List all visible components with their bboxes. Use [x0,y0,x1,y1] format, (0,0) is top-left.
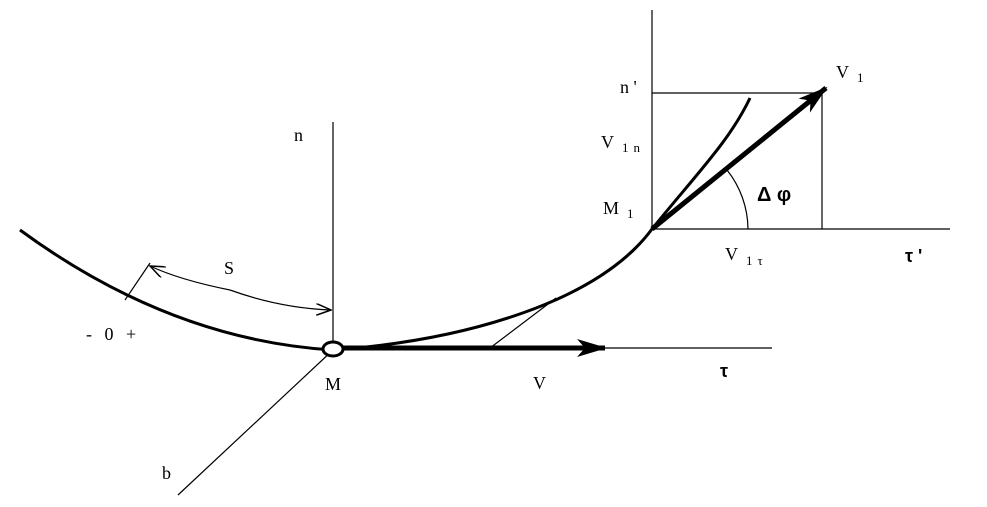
trajectory-right [332,97,752,352]
point-m [321,340,345,358]
label-sub: 1 [627,206,634,221]
label-n: n [294,125,303,145]
label-sub: 1τ [746,253,768,268]
label-n-prime: n ' [620,77,637,97]
label-v: V [533,373,546,393]
label-tau-prime: τ ' [905,246,922,266]
origin-tick [124,262,151,301]
label-sign: - 0 + [86,324,136,344]
label-v1tau: V 1τ [725,244,768,268]
label-v1n: V 1n [601,132,645,155]
label-main: V [836,62,849,82]
binormal-axis [177,349,334,496]
trajectory-left [19,228,334,352]
label-s: S [224,258,234,278]
s-arrow-right [229,289,331,310]
label-b: b [162,463,171,483]
label-main: M [603,198,619,218]
chord [489,297,557,349]
label-main: V [725,244,738,264]
s-arrow-left [150,266,231,291]
label-main: V [601,132,614,152]
label-tau: τ [720,361,728,381]
label-dphi: Δ φ [757,184,791,206]
label-sub: 1n [622,140,645,155]
label-m: M [325,374,341,394]
label-sub: 1 [857,70,864,85]
velocity-vector-v1 [650,86,828,231]
angle-arc [726,169,749,230]
